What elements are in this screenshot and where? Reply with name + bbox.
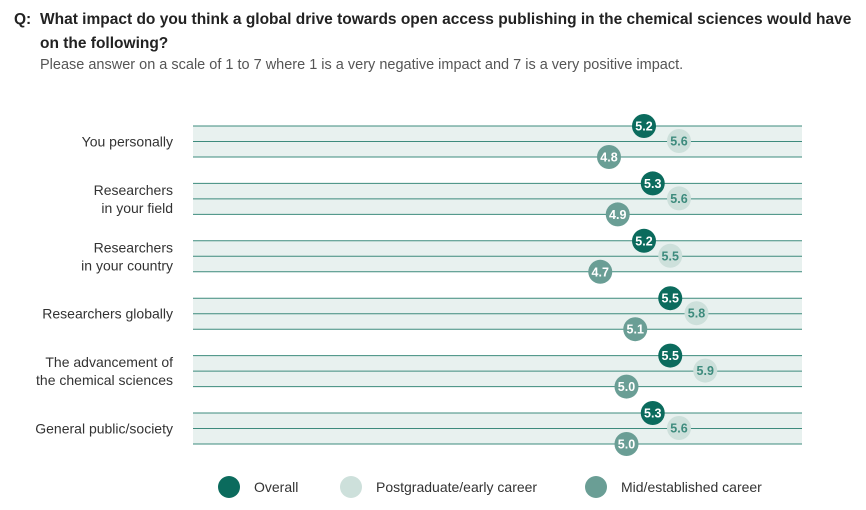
data-label: 5.5: [662, 249, 679, 263]
data-label: 5.3: [644, 407, 661, 421]
data-point: [605, 202, 630, 227]
data-point: [632, 114, 656, 138]
data-point: [667, 129, 691, 153]
data-point: [640, 401, 665, 425]
data-point: [614, 432, 639, 456]
data-label: 5.0: [618, 380, 635, 394]
category-label: in your country: [81, 257, 173, 273]
data-point: [640, 171, 665, 196]
data-point: [632, 228, 656, 253]
legend-swatch-overall: [218, 476, 240, 498]
category-label: You personally: [82, 134, 173, 150]
legend-item-mid-established: Mid/established career: [585, 476, 762, 498]
data-point: [658, 243, 683, 268]
data-point: [667, 186, 691, 211]
data-label: 5.5: [662, 349, 679, 363]
data-label: 5.0: [618, 438, 635, 452]
chart-legend: Overall Postgraduate/early career Mid/es…: [0, 476, 866, 502]
data-point: [667, 416, 691, 440]
question-instruction: Please answer on a scale of 1 to 7 where…: [40, 57, 684, 73]
data-label: 5.8: [688, 307, 705, 321]
category-label: Researchers: [94, 182, 173, 198]
category-label: Researchers: [94, 239, 173, 255]
legend-swatch-postgraduate: [340, 476, 362, 498]
data-label: 5.9: [697, 364, 714, 378]
data-label: 5.6: [670, 422, 687, 436]
data-label: 5.1: [627, 323, 644, 337]
legend-label-postgraduate: Postgraduate/early career: [376, 479, 538, 495]
data-label: 5.6: [670, 135, 687, 149]
category-label: in your field: [101, 200, 173, 216]
data-label: 5.3: [644, 177, 661, 191]
data-point: [614, 374, 639, 399]
data-label: 5.2: [635, 234, 652, 248]
data-point: [684, 301, 709, 326]
legend-label-mid-established: Mid/established career: [621, 479, 762, 495]
question-text: What impact do you think a global drive …: [40, 11, 852, 52]
data-point: [658, 286, 683, 311]
category-label: General public/society: [35, 421, 173, 437]
data-point: [658, 343, 683, 368]
data-point: [588, 259, 613, 284]
data-label: 5.6: [670, 192, 687, 206]
data-label: 4.9: [609, 208, 626, 222]
category-label: Researchers globally: [42, 306, 173, 322]
category-label: the chemical sciences: [36, 372, 173, 388]
data-label: 4.8: [600, 151, 617, 165]
legend-item-overall: Overall: [218, 476, 298, 498]
dot-plot-chart: You personally 5.6 4.8 5.2 Researchers in you…: [35, 114, 802, 456]
question: Q: What impact do you think a global dri…: [14, 8, 854, 56]
legend-label-overall: Overall: [254, 479, 299, 495]
data-label: 5.2: [635, 120, 652, 134]
data-label: 5.5: [662, 292, 679, 306]
category-label: The advancement of: [45, 354, 173, 370]
data-point: [597, 145, 621, 169]
question-prefix: Q:: [14, 11, 32, 28]
data-label: 4.7: [592, 265, 609, 279]
data-point: [693, 358, 718, 383]
legend-swatch-mid-established: [585, 476, 607, 498]
data-point: [623, 317, 648, 342]
legend-item-postgraduate: Postgraduate/early career: [340, 476, 537, 498]
